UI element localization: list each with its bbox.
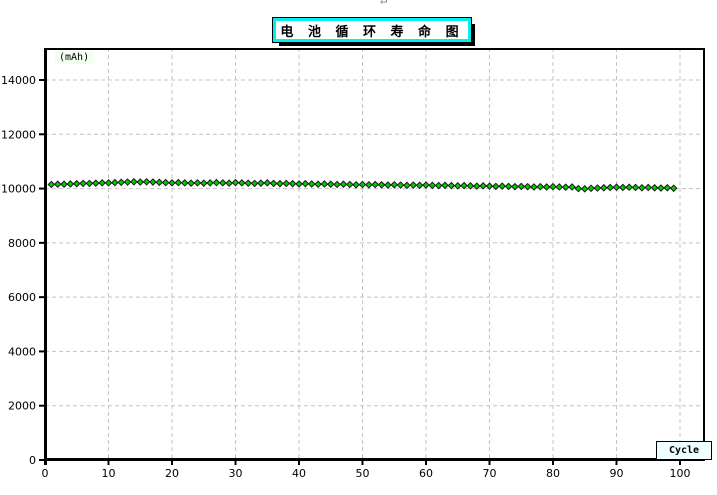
- svg-text:50: 50: [356, 467, 370, 480]
- svg-text:0: 0: [42, 467, 49, 480]
- x-axis-unit-label: Cycle: [656, 441, 712, 460]
- svg-text:60: 60: [419, 467, 433, 480]
- svg-text:4000: 4000: [8, 345, 36, 358]
- svg-text:70: 70: [483, 467, 497, 480]
- svg-text:30: 30: [229, 467, 243, 480]
- svg-text:100: 100: [670, 467, 691, 480]
- svg-text:8000: 8000: [8, 237, 36, 250]
- chart-title: 电 池 循 环 寿 命 图: [280, 24, 464, 40]
- svg-text:10000: 10000: [1, 183, 36, 196]
- chart-title-box: 电 池 循 环 寿 命 图: [272, 17, 472, 43]
- paragraph-return-mark: ↵: [380, 0, 388, 7]
- svg-text:0: 0: [29, 454, 36, 467]
- svg-text:80: 80: [546, 467, 560, 480]
- svg-text:14000: 14000: [1, 74, 36, 87]
- svg-text:6000: 6000: [8, 291, 36, 304]
- svg-text:20: 20: [165, 467, 179, 480]
- svg-text:10: 10: [102, 467, 116, 480]
- svg-text:40: 40: [292, 467, 306, 480]
- svg-text:90: 90: [610, 467, 624, 480]
- y-axis-unit-label: (mAh): [55, 51, 94, 64]
- svg-text:12000: 12000: [1, 128, 36, 141]
- svg-text:2000: 2000: [8, 400, 36, 413]
